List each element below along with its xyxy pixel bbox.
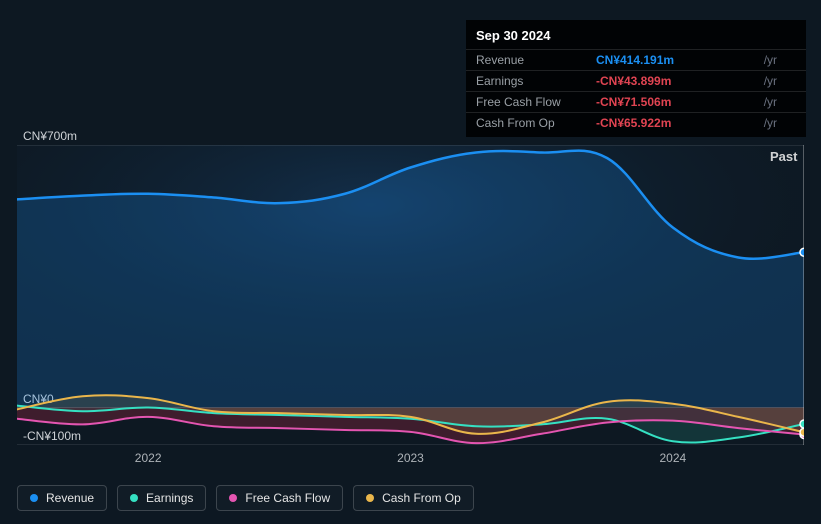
tooltip-row-value: -CN¥71.506m [586,92,764,113]
legend-item[interactable]: Cash From Op [353,485,474,511]
chart-plot[interactable] [17,145,804,445]
tooltip-row-unit: /yr [764,92,806,113]
tooltip-row: RevenueCN¥414.191m/yr [466,50,806,71]
legend-item[interactable]: Free Cash Flow [216,485,343,511]
legend-label: Earnings [146,491,193,505]
series-marker [800,428,804,436]
tooltip-row: Earnings-CN¥43.899m/yr [466,71,806,92]
tooltip-table: RevenueCN¥414.191m/yrEarnings-CN¥43.899m… [466,49,806,133]
tooltip-row-value: -CN¥65.922m [586,113,764,134]
legend-swatch [366,494,374,502]
legend-swatch [30,494,38,502]
legend-label: Free Cash Flow [245,491,330,505]
legend-item[interactable]: Earnings [117,485,206,511]
x-axis-label: 2023 [397,451,424,465]
legend-label: Revenue [46,491,94,505]
x-axis-label: 2022 [135,451,162,465]
x-axis-label: 2024 [659,451,686,465]
tooltip-row-value: -CN¥43.899m [586,71,764,92]
legend-item[interactable]: Revenue [17,485,107,511]
tooltip-row-value: CN¥414.191m [586,50,764,71]
tooltip-row-label: Free Cash Flow [466,92,586,113]
y-axis-label: CN¥700m [23,129,77,143]
chart-tooltip: Sep 30 2024 RevenueCN¥414.191m/yrEarning… [466,20,806,137]
financial-chart: Sep 30 2024 RevenueCN¥414.191m/yrEarning… [0,0,821,524]
legend-label: Cash From Op [382,491,461,505]
tooltip-row-unit: /yr [764,50,806,71]
tooltip-date: Sep 30 2024 [466,24,806,49]
series-marker [800,248,804,256]
series-marker [800,420,804,428]
tooltip-row-label: Revenue [466,50,586,71]
tooltip-row-unit: /yr [764,113,806,134]
tooltip-row: Cash From Op-CN¥65.922m/yr [466,113,806,134]
legend-swatch [130,494,138,502]
tooltip-row: Free Cash Flow-CN¥71.506m/yr [466,92,806,113]
tooltip-row-label: Earnings [466,71,586,92]
tooltip-row-label: Cash From Op [466,113,586,134]
legend-swatch [229,494,237,502]
legend: Revenue Earnings Free Cash Flow Cash From O… [17,485,474,511]
tooltip-row-unit: /yr [764,71,806,92]
